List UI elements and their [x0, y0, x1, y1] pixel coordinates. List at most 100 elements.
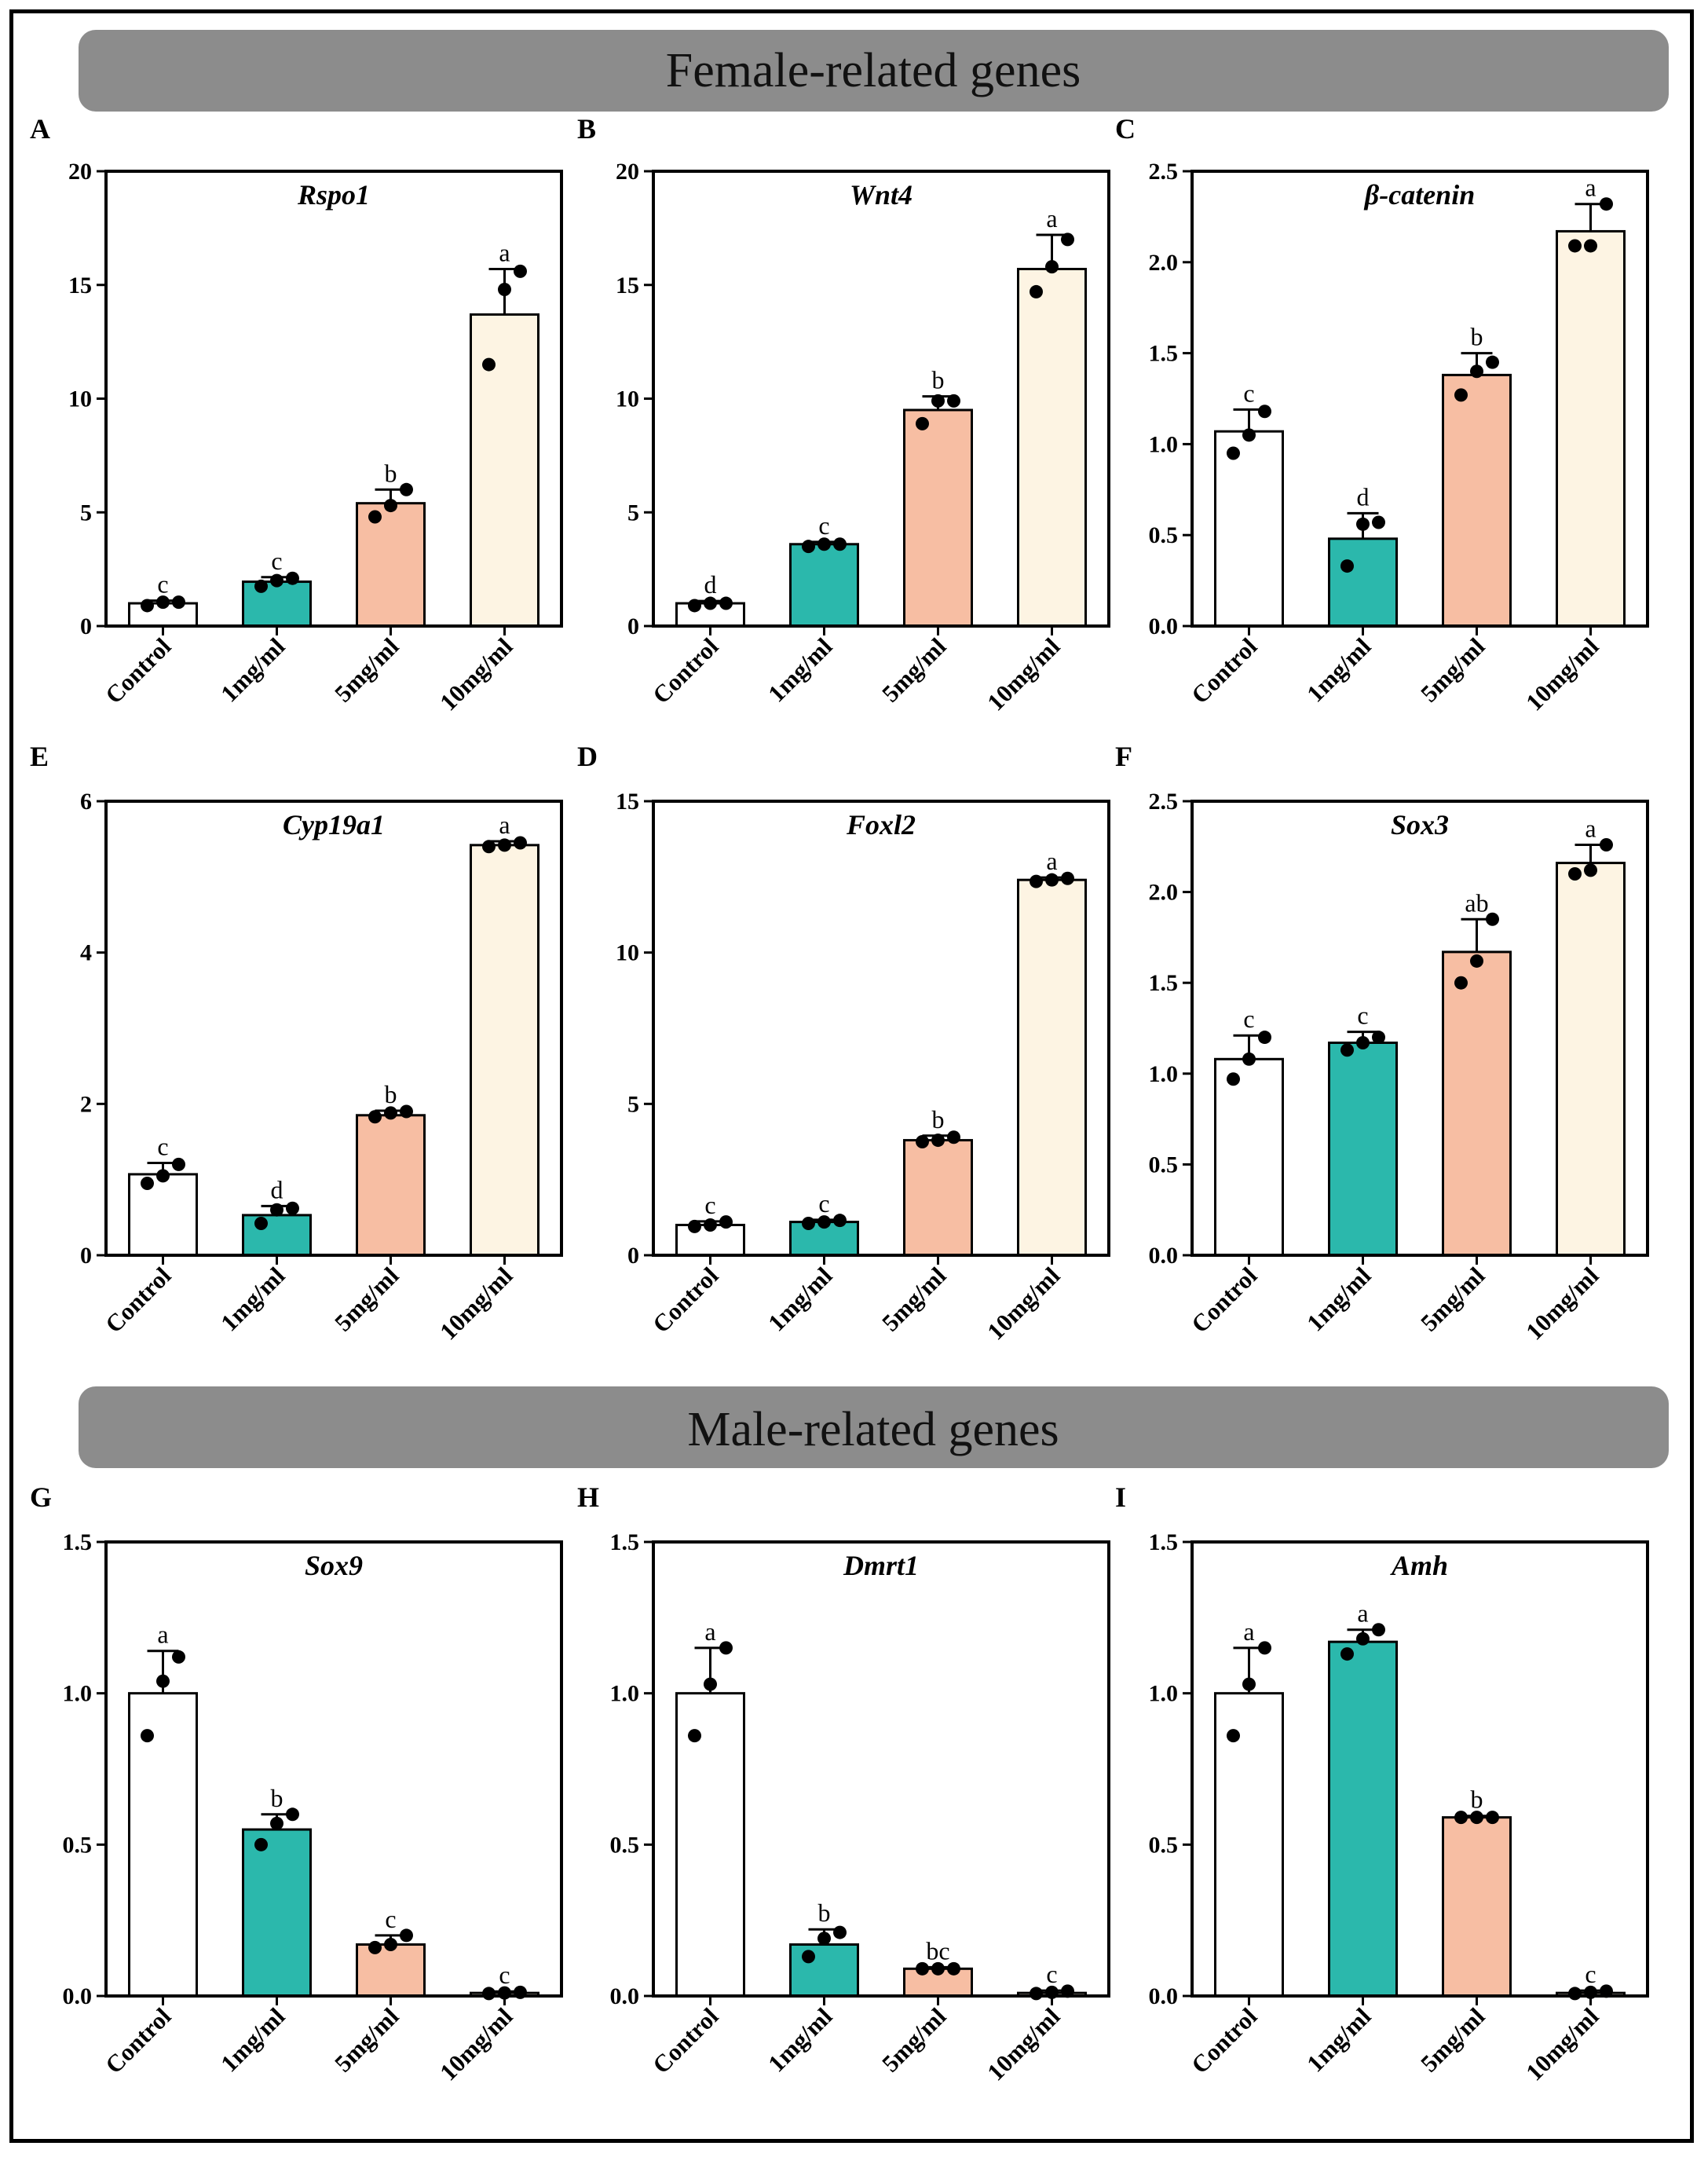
panel-e-point-0-1: [156, 1169, 170, 1183]
panel-f-category-label-3: 10mg/ml: [1520, 1262, 1604, 1346]
panel-e-category-label-3: 10mg/ml: [434, 1262, 518, 1346]
panel-h-bar-1: [789, 1943, 859, 1998]
panel-b-ytick-label-0: 0: [627, 613, 639, 639]
panel-e-point-0-0: [141, 1176, 154, 1190]
panel-f-gene-title: Sox3: [1391, 809, 1449, 840]
panel-i-point-2-0: [1454, 1811, 1468, 1825]
panel-h-category-label-1: 1mg/ml: [763, 2002, 838, 2078]
panel-h-plot-frame: [652, 1540, 1110, 1998]
panel-c-ytick-label-0: 0.0: [1149, 613, 1179, 639]
panel-a-ytick-label-4: 20: [68, 159, 92, 185]
panel-c-point-3-2: [1600, 197, 1613, 211]
panel-g-category-label-0: Control: [100, 2002, 177, 2079]
panel-e-letter: E: [30, 741, 49, 772]
panel-c-bar-3: [1556, 229, 1626, 628]
panel-e-ytick-label-2: 4: [80, 940, 92, 966]
panel-f-point-3-2: [1600, 837, 1613, 851]
panel-d-category-label-0: Control: [647, 1262, 724, 1339]
panel-d-gene-title: Foxl2: [846, 809, 916, 840]
panel-c-sig-label-2: b: [1471, 323, 1483, 351]
panel-f-ytick-label-0: 0.0: [1149, 1243, 1179, 1269]
panel-e-plot-frame: [104, 800, 563, 1257]
panel-d-sig-label-0: c: [704, 1191, 715, 1219]
panel-d-point-2-0: [916, 1135, 929, 1148]
panel-g-sig-label-3: c: [499, 1961, 510, 1989]
panel-a-bar-1: [242, 580, 312, 628]
panel-d-point-3-0: [1030, 874, 1043, 888]
panel-a-category-label-2: 5mg/ml: [329, 632, 404, 708]
panel-i-gene-title: Amh: [1390, 1550, 1448, 1581]
panel-d-point-1-2: [833, 1214, 847, 1228]
panel-c-ytick-label-1: 0.5: [1149, 522, 1179, 548]
panel-c-letter: C: [1115, 113, 1136, 145]
panel-b-bar-2: [903, 408, 973, 628]
panel-i-plot-frame: [1190, 1540, 1649, 1998]
panel-i-point-2-2: [1486, 1811, 1499, 1825]
panel-a-ytick-label-0: 0: [80, 613, 92, 639]
panel-i-ytick-label-3: 1.5: [1149, 1529, 1179, 1555]
panel-f-point-0-0: [1227, 1072, 1240, 1086]
panel-a-point-3-1: [498, 283, 511, 297]
panel-c-sig-label-0: c: [1243, 379, 1254, 407]
panel-b-point-3-2: [1061, 233, 1074, 247]
panel-d-point-2-2: [947, 1130, 960, 1144]
panel-b-point-3-1: [1045, 260, 1059, 274]
panel-b-sig-label-0: d: [704, 570, 717, 599]
panel-f-sig-label-1: c: [1357, 1002, 1368, 1030]
panel-a-point-3-2: [514, 264, 527, 278]
panel-c-point-3-1: [1584, 239, 1597, 253]
panel-a-point-0-1: [156, 595, 170, 610]
panel-h-point-3-0: [1030, 1987, 1043, 2001]
panel-e-bar-0: [128, 1173, 198, 1257]
panel-f-sig-label-2: ab: [1465, 888, 1488, 917]
panel-c-gene-title: β-catenin: [1363, 179, 1475, 211]
panel-f-bar-1: [1328, 1041, 1398, 1257]
panel-h-gene-title: Dmrt1: [843, 1550, 919, 1581]
panel-c-point-1-0: [1340, 559, 1354, 573]
panel-d-category-label-2: 5mg/ml: [876, 1262, 952, 1337]
panel-g-category-label-1: 1mg/ml: [215, 2002, 291, 2078]
panel-i-ytick-label-2: 1.0: [1149, 1681, 1179, 1707]
panel-b-point-2-2: [947, 394, 960, 408]
panel-g-point-2-1: [384, 1937, 397, 1951]
panel-c-ytick-label-3: 1.5: [1149, 341, 1179, 367]
panel-a-ytick-label-1: 5: [80, 500, 92, 526]
panel-d-point-1-0: [802, 1217, 815, 1231]
panel-g-point-0-0: [141, 1729, 154, 1743]
panel-f-point-2-1: [1470, 954, 1483, 968]
panel-a-point-2-1: [384, 499, 397, 513]
panel-f-point-3-1: [1584, 863, 1597, 877]
panel-e-gene-title: Cyp19a1: [283, 809, 385, 840]
panel-h-point-1-2: [833, 1925, 847, 1939]
panel-i-letter: I: [1115, 1481, 1126, 1513]
panel-d-category-label-3: 10mg/ml: [982, 1262, 1066, 1346]
panel-f-bar-3: [1556, 862, 1626, 1257]
panel-d-sig-label-2: b: [932, 1105, 945, 1133]
panel-b-category-label-0: Control: [647, 632, 724, 709]
panel-d-plot-frame: [652, 800, 1110, 1257]
panel-i-category-label-0: Control: [1186, 2002, 1263, 2079]
panel-f-point-0-1: [1242, 1052, 1256, 1066]
panel-b-point-1-1: [817, 537, 831, 551]
panel-h-point-1-1: [817, 1932, 831, 1946]
panel-e-sig-label-1: d: [271, 1175, 283, 1203]
panel-g-sig-label-2: c: [385, 1905, 396, 1933]
panel-a-category-label-3: 10mg/ml: [434, 632, 518, 716]
panel-g-point-2-2: [400, 1928, 413, 1943]
panel-i-category-label-3: 10mg/ml: [1520, 2002, 1604, 2086]
panel-a-point-1-1: [270, 573, 283, 588]
panel-f-point-3-0: [1568, 866, 1582, 881]
panel-a-category-label-0: Control: [100, 632, 177, 709]
panel-b-ytick-label-2: 10: [616, 386, 639, 412]
panel-g-category-label-2: 5mg/ml: [329, 2002, 404, 2078]
panel-e-point-3-0: [482, 840, 496, 854]
panel-a-bar-2: [356, 502, 426, 628]
female-banner-title: Female-related genes: [666, 44, 1081, 97]
panel-b-point-0-0: [688, 599, 701, 613]
panel-h-sig-label-0: a: [704, 1617, 715, 1646]
panel-c-point-1-1: [1356, 517, 1370, 531]
panel-a-bar-3: [470, 313, 539, 628]
panel-g-point-1-1: [270, 1816, 283, 1830]
panel-e-ytick-label-3: 6: [80, 789, 92, 815]
panel-e-ytick-label-1: 2: [80, 1091, 92, 1117]
